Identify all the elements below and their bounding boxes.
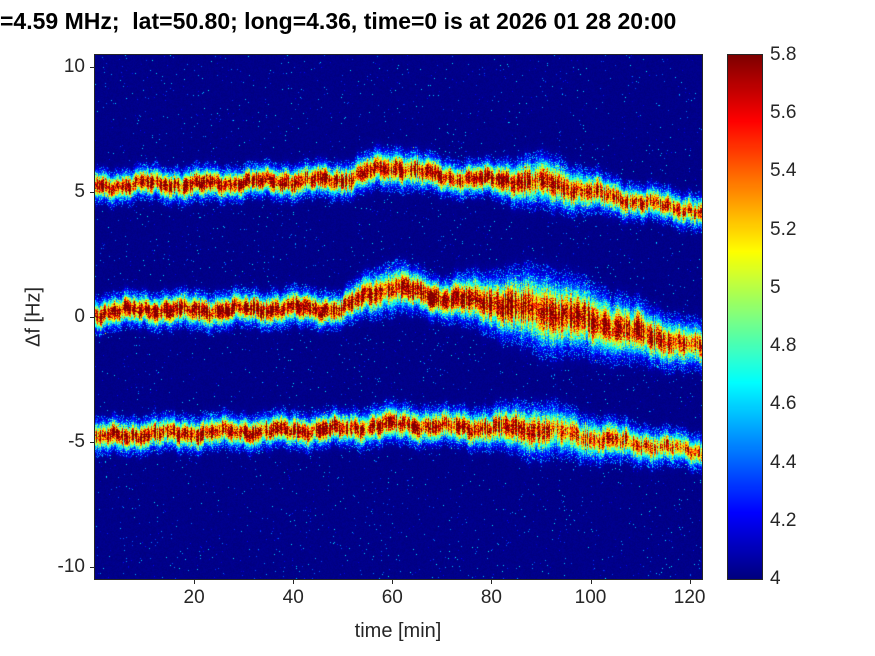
x-tick-label: 120 <box>673 587 706 608</box>
x-tick-label: 20 <box>183 587 205 608</box>
y-tick-label: -10 <box>57 555 85 577</box>
y-tick-label: -5 <box>68 430 85 452</box>
x-tick-label: 100 <box>574 587 607 608</box>
x-tick-mark <box>194 580 196 584</box>
colorbar-tick-label: 4.2 <box>770 509 797 531</box>
y-tick-mark <box>90 566 94 568</box>
y-tick-mark <box>90 67 94 69</box>
colorbar-tick-label: 4.8 <box>770 335 797 357</box>
x-axis-label: time [min] <box>354 620 442 642</box>
x-tick-mark <box>491 580 493 584</box>
x-tick-label: 60 <box>381 587 403 608</box>
x-tick-mark <box>293 580 295 584</box>
colorbar-tick-label: 5.2 <box>770 218 797 240</box>
colorbar-tick-label: 5 <box>770 276 781 298</box>
y-tick-label: 10 <box>63 56 85 78</box>
colorbar-tick-label: 5.8 <box>770 44 797 65</box>
colorbar-tick-label: 4.6 <box>770 393 797 415</box>
colorbar-tick-label: 4 <box>770 568 781 589</box>
y-tick-label: 0 <box>74 306 85 327</box>
x-tick-mark <box>392 580 394 584</box>
colorbar <box>727 54 763 580</box>
y-tick-label: 5 <box>74 181 85 203</box>
heatmap-canvas <box>94 54 703 580</box>
colorbar-tick-label: 5.4 <box>770 160 797 182</box>
x-tick-mark <box>590 580 592 584</box>
x-tick-mark <box>689 580 691 584</box>
colorbar-tick-label: 5.6 <box>770 102 797 124</box>
y-tick-mark <box>90 317 94 318</box>
y-tick-mark <box>90 192 94 194</box>
y-axis-label: Δf [Hz] <box>22 286 45 348</box>
x-tick-label: 80 <box>480 587 502 608</box>
y-tick-mark <box>90 441 94 443</box>
chart-title: =4.59 MHz; lat=50.80; long=4.36, time=0 … <box>0 8 677 34</box>
colorbar-tick-label: 4.4 <box>770 451 797 473</box>
x-tick-label: 40 <box>282 587 304 608</box>
